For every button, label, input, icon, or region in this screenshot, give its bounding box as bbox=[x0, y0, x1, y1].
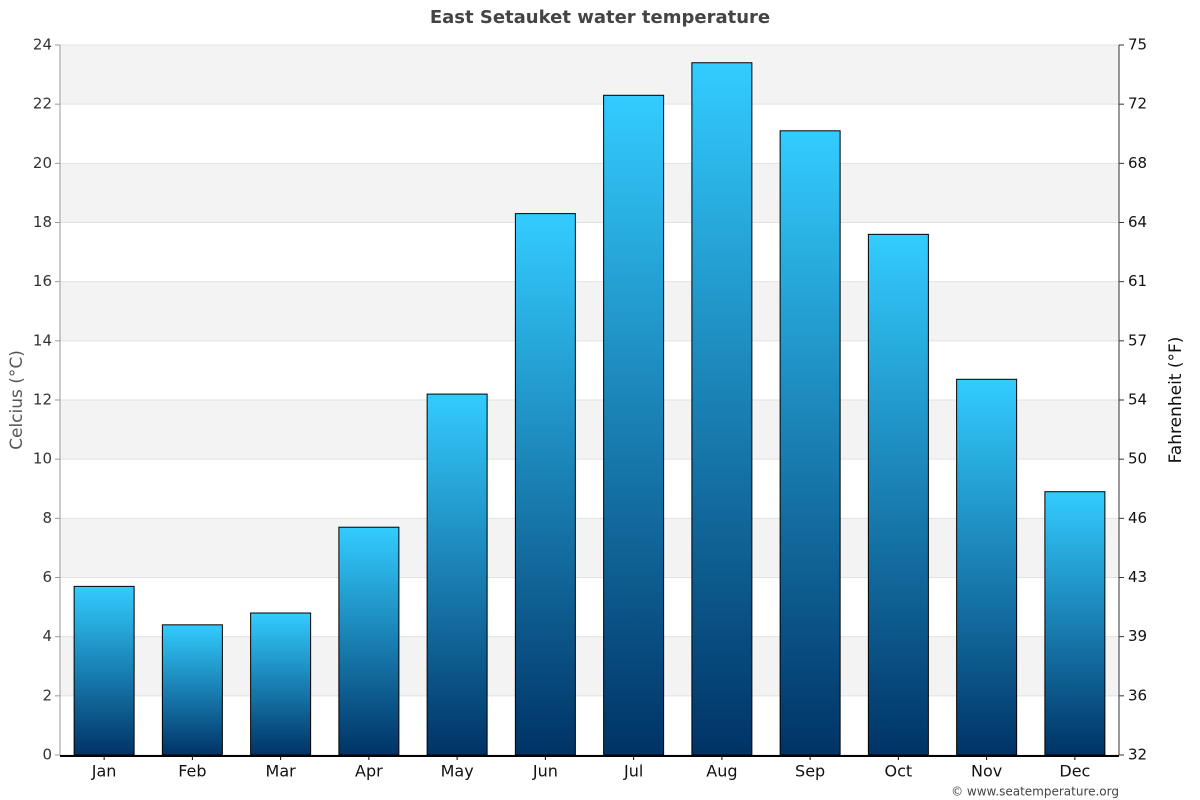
x-tick-label: May bbox=[441, 762, 474, 781]
x-tick-label: Dec bbox=[1059, 762, 1090, 781]
grid-band bbox=[60, 400, 1119, 460]
y2-tick-label: 50 bbox=[1128, 450, 1147, 468]
grid-band bbox=[60, 163, 1119, 223]
y-axis-title: Celcius (°C) bbox=[7, 350, 27, 450]
x-tick-label: Apr bbox=[355, 762, 383, 781]
y2-tick-label: 43 bbox=[1128, 568, 1147, 586]
x-tick-label: Jan bbox=[91, 762, 117, 781]
bar bbox=[867, 233, 929, 756]
y-tick-label: 12 bbox=[33, 391, 52, 409]
x-tick-label: Jun bbox=[532, 762, 558, 781]
y-tick-label: 2 bbox=[42, 686, 52, 704]
y-tick-label: 18 bbox=[33, 213, 52, 231]
grid-band bbox=[60, 518, 1119, 578]
bar bbox=[161, 624, 223, 756]
grid-band bbox=[60, 45, 1119, 105]
bar bbox=[956, 378, 1018, 756]
y-tick-label: 14 bbox=[33, 331, 52, 349]
x-tick-label: Jul bbox=[623, 762, 643, 781]
grid-band bbox=[60, 281, 1119, 341]
bar bbox=[426, 393, 488, 756]
bar bbox=[691, 62, 753, 756]
y2-tick-label: 32 bbox=[1128, 746, 1147, 764]
chart-title: East Setauket water temperature bbox=[430, 7, 770, 28]
y-tick-label: 8 bbox=[42, 509, 52, 527]
credit: © www.seatemperature.org bbox=[951, 785, 1119, 799]
bar bbox=[1044, 491, 1106, 756]
y2-tick-label: 39 bbox=[1128, 627, 1147, 645]
y2-tick-label: 64 bbox=[1128, 213, 1147, 231]
y-tick-label: 16 bbox=[33, 272, 52, 290]
y2-tick-label: 61 bbox=[1128, 272, 1147, 290]
y2-tick-label: 75 bbox=[1128, 36, 1147, 54]
y2-axis-title: Fahrenheit (°F) bbox=[1166, 337, 1186, 464]
bar bbox=[603, 94, 665, 756]
x-tick-label: Sep bbox=[795, 762, 825, 781]
x-tick-label: Aug bbox=[706, 762, 737, 781]
y2-tick-label: 72 bbox=[1128, 95, 1147, 113]
y2-tick-label: 54 bbox=[1128, 391, 1147, 409]
y-tick-label: 6 bbox=[42, 568, 52, 586]
bar bbox=[250, 612, 312, 756]
x-tick-label: Nov bbox=[971, 762, 1002, 781]
x-tick-label: Oct bbox=[885, 762, 913, 781]
x-tick-label: Feb bbox=[178, 762, 206, 781]
y-tick-label: 4 bbox=[42, 627, 52, 645]
bar bbox=[514, 213, 576, 756]
y2-tick-label: 68 bbox=[1128, 154, 1147, 172]
y-tick-label: 10 bbox=[33, 450, 52, 468]
y2-tick-label: 57 bbox=[1128, 331, 1147, 349]
plot-background bbox=[60, 44, 1119, 756]
bar bbox=[73, 585, 135, 756]
bar bbox=[779, 130, 841, 756]
y-tick-label: 22 bbox=[33, 95, 52, 113]
y2-tick-label: 36 bbox=[1128, 686, 1147, 704]
y-tick-label: 0 bbox=[42, 746, 52, 764]
y-tick-label: 24 bbox=[33, 36, 52, 54]
bar bbox=[338, 526, 400, 756]
grid-band bbox=[60, 636, 1119, 696]
y-tick-label: 20 bbox=[33, 154, 52, 172]
y2-tick-label: 46 bbox=[1128, 509, 1147, 527]
x-tick-label: Mar bbox=[266, 762, 297, 781]
